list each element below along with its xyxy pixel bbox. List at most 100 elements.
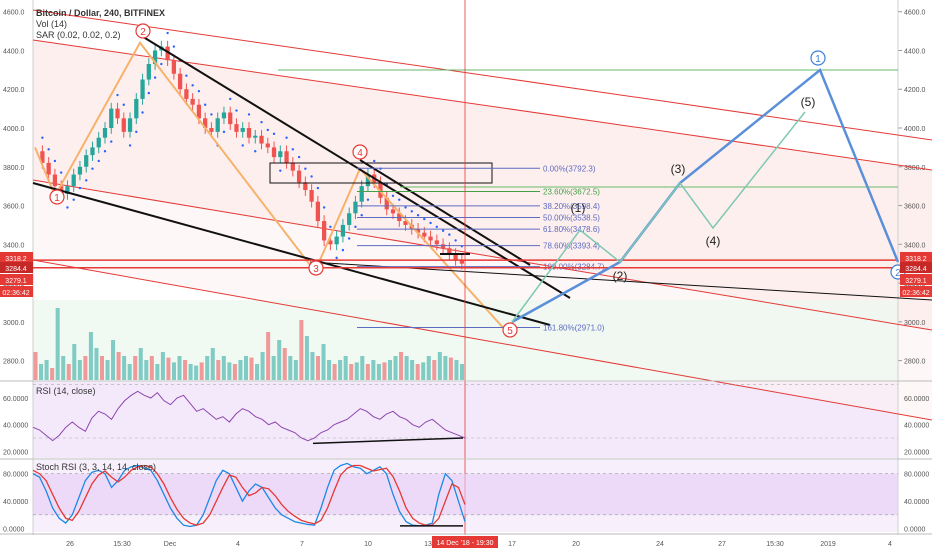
price-axis-label: 4600.0 — [904, 10, 926, 17]
volume-bar — [66, 364, 71, 380]
candle-body — [209, 128, 214, 132]
wave-label-circle — [502, 322, 518, 338]
price-badge-left — [0, 262, 33, 273]
candle-body — [365, 174, 371, 187]
candle-body — [165, 46, 170, 61]
time-axis-label: 20 — [572, 541, 580, 548]
volume-bar — [437, 352, 442, 380]
wave-label-text: 5 — [507, 326, 513, 337]
price-axis-label: 3600.0 — [904, 204, 926, 211]
candle-body — [65, 186, 70, 194]
sar-dot — [153, 76, 157, 79]
time-axis-label: 15:30 — [766, 541, 784, 548]
price-badge — [900, 262, 932, 273]
volume-bar — [260, 352, 265, 380]
sar-dot — [266, 128, 269, 132]
candle-body — [134, 98, 139, 119]
time-axis-label: 2019 — [820, 541, 836, 548]
sar-dot — [235, 109, 238, 112]
projection-label-circle — [810, 50, 826, 66]
sar-dot — [135, 130, 138, 134]
sar-dot — [197, 89, 201, 93]
candle-body — [322, 221, 327, 241]
volume-bar — [39, 364, 44, 380]
price-badge — [900, 252, 932, 263]
candle-body — [259, 135, 264, 144]
volume-bar — [243, 356, 248, 380]
candle-body — [309, 190, 314, 202]
price-badge-left-label: 3279.1 — [5, 278, 27, 285]
candle-body — [178, 73, 183, 90]
volume-bar — [94, 348, 99, 380]
sar-dot — [53, 159, 57, 163]
sar-dot — [185, 74, 188, 77]
candle-body — [359, 186, 364, 202]
volume-bar — [227, 362, 232, 380]
support-trendline — [32, 182, 551, 326]
sar-dot — [391, 194, 395, 198]
sar-dot — [122, 103, 125, 106]
stoch-axis-label-left: 40.0000 — [3, 499, 28, 506]
volume-bar — [360, 356, 365, 380]
channel-fill — [33, 40, 932, 330]
volume-bar — [415, 364, 420, 380]
sar-dot — [166, 31, 169, 35]
volume-bar — [321, 344, 326, 380]
volume-bar — [299, 320, 304, 380]
time-axis-label: 24 — [656, 541, 664, 548]
stoch-d-line — [32, 464, 466, 526]
volume-bar — [315, 356, 320, 380]
volume-bar — [293, 360, 298, 380]
candle-body — [440, 244, 446, 249]
stoch-axis-label-left: 80.0000 — [3, 472, 28, 479]
channel-top-line — [32, 9, 932, 141]
sar-dot — [160, 62, 163, 66]
fib-level-label: 78.60%(3393.4) — [543, 242, 600, 251]
volume-bar — [155, 364, 160, 380]
wave-label-text: 4 — [357, 148, 363, 159]
volume-bar — [50, 368, 55, 380]
price-axis-label: 3800.0 — [904, 165, 926, 172]
projection-wave-label: (3) — [671, 162, 686, 176]
volume-bar — [404, 356, 409, 380]
sar-dot — [172, 45, 176, 48]
price-badge-left-label: 3318.2 — [5, 256, 27, 263]
volume-bar — [111, 340, 116, 380]
projection-wave-label: (1) — [571, 201, 586, 215]
candle-body — [40, 151, 45, 163]
volume-bar — [426, 356, 431, 380]
rsi-line — [32, 390, 466, 442]
sar-dot — [441, 229, 445, 232]
volume-bar — [343, 356, 348, 380]
candle-body — [296, 170, 302, 183]
projection-label-text: 1 — [815, 54, 821, 65]
volume-bar — [183, 360, 188, 380]
price-axis-label: 4400.0 — [904, 48, 926, 55]
volume-bar — [266, 332, 271, 380]
candle-body — [90, 147, 95, 156]
sar-dot — [272, 132, 276, 136]
volume-bar — [288, 356, 293, 380]
sar-dot — [229, 97, 232, 101]
candle-body — [347, 213, 352, 225]
price-badge-label: 02:36:42 — [902, 290, 929, 297]
volume-bar — [365, 364, 370, 380]
resistance-trendline — [139, 34, 571, 299]
sar-dot — [247, 113, 251, 116]
candle-body — [121, 118, 126, 132]
volume-bar — [332, 364, 337, 380]
candle-body — [102, 128, 108, 138]
volume-bar — [376, 364, 381, 380]
sar-dot — [304, 167, 307, 170]
projection-wave-label: (2) — [613, 269, 628, 283]
sar-dot — [110, 140, 113, 143]
candle-body — [71, 174, 76, 187]
chart-title: Bitcoin / Dollar, 240, BITFINEX — [36, 8, 166, 18]
volume-bar — [99, 356, 104, 380]
stoch-band-fill — [33, 473, 898, 515]
sar-dot — [103, 150, 107, 153]
candle-body — [278, 151, 283, 158]
candle-body — [334, 236, 339, 245]
volume-bar — [160, 352, 165, 380]
